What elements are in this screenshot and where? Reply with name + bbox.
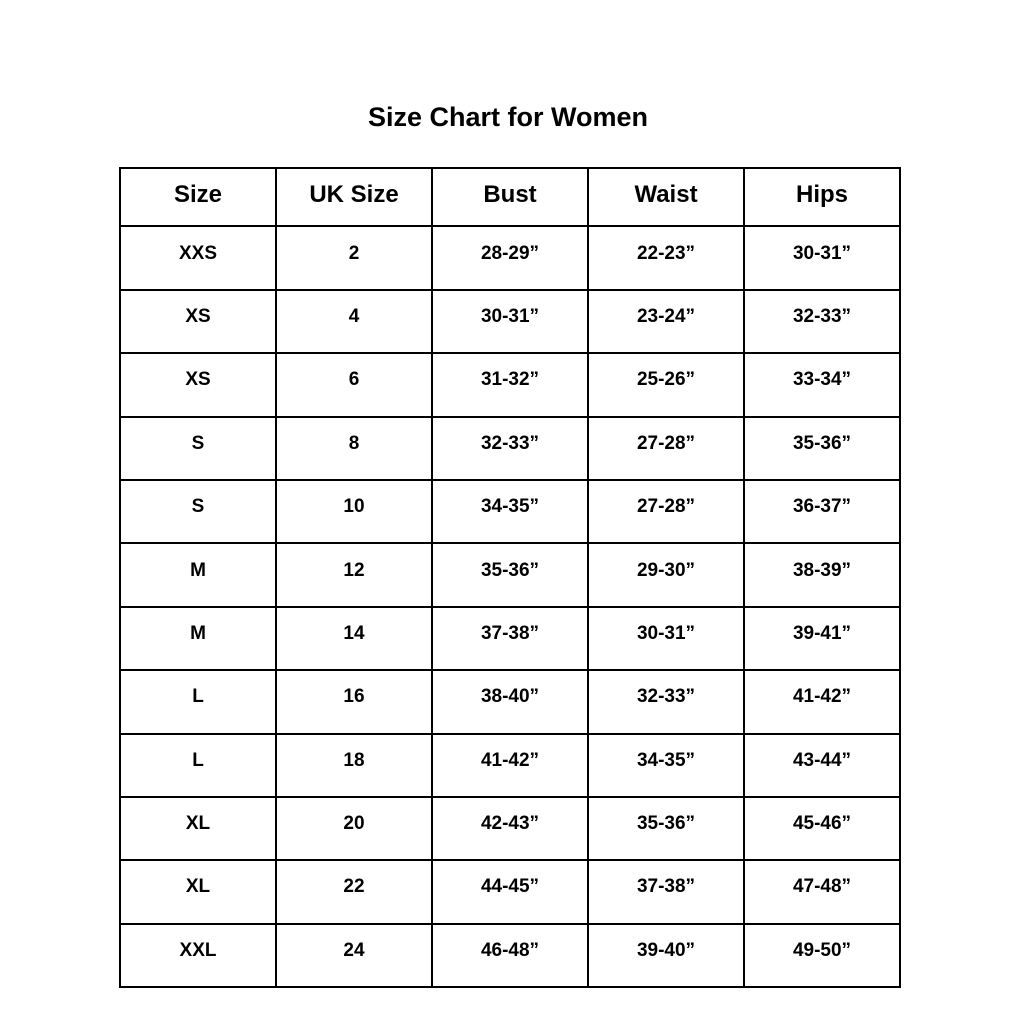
table-cell: 34-35” xyxy=(431,478,589,545)
table-cell: 32-33” xyxy=(587,669,745,735)
table-cell: XS xyxy=(119,288,277,355)
table-cell: 12 xyxy=(275,542,433,608)
table-cell: 18 xyxy=(275,732,433,798)
table-cell: 16 xyxy=(275,669,433,735)
table-cell: 45-46” xyxy=(743,795,901,862)
table-cell: 46-48” xyxy=(431,922,589,989)
page-title: Size Chart for Women xyxy=(367,102,649,132)
table-cell: 6 xyxy=(275,352,433,418)
table-cell: 42-43” xyxy=(431,795,589,862)
table-cell: XL xyxy=(119,859,277,925)
table-cell: S xyxy=(119,415,277,481)
table-header-row: Size UK Size Bust Waist Hips xyxy=(119,166,901,228)
table-cell: 35-36” xyxy=(743,415,901,481)
column-header: Size xyxy=(119,166,277,228)
table-row: XS 4 30-31” 23-24” 32-33” xyxy=(119,288,901,355)
table-cell: 22-23” xyxy=(587,225,745,291)
table-cell: 38-40” xyxy=(431,669,589,735)
table-cell: 34-35” xyxy=(587,732,745,798)
table-cell: 30-31” xyxy=(587,605,745,672)
table-cell: XL xyxy=(119,795,277,862)
table-row: XL 20 42-43” 35-36” 45-46” xyxy=(119,795,901,862)
table-cell: 33-34” xyxy=(743,352,901,418)
table-cell: XXS xyxy=(119,225,277,291)
table-cell: 41-42” xyxy=(743,669,901,735)
table-cell: 49-50” xyxy=(743,922,901,989)
table-cell: 4 xyxy=(275,288,433,355)
column-header: Waist xyxy=(587,166,745,228)
table-cell: 2 xyxy=(275,225,433,291)
table-row: XXS 2 28-29” 22-23” 30-31” xyxy=(119,225,901,291)
table-cell: 30-31” xyxy=(431,288,589,355)
table-cell: 23-24” xyxy=(587,288,745,355)
table-row: M 12 35-36” 29-30” 38-39” xyxy=(119,542,901,608)
table-row: L 16 38-40” 32-33” 41-42” xyxy=(119,669,901,735)
table-cell: 32-33” xyxy=(743,288,901,355)
table-cell: S xyxy=(119,478,277,545)
table-cell: XS xyxy=(119,352,277,418)
table-cell: 37-38” xyxy=(587,859,745,925)
table-cell: 30-31” xyxy=(743,225,901,291)
column-header: Bust xyxy=(431,166,589,228)
table-row: XS 6 31-32” 25-26” 33-34” xyxy=(119,352,901,418)
column-header: Hips xyxy=(743,166,901,228)
table-cell: 25-26” xyxy=(587,352,745,418)
table-cell: 24 xyxy=(275,922,433,989)
table-cell: 41-42” xyxy=(431,732,589,798)
table-cell: 39-40” xyxy=(587,922,745,989)
table-cell: 37-38” xyxy=(431,605,589,672)
table-row: L 18 41-42” 34-35” 43-44” xyxy=(119,732,901,798)
table-cell: 35-36” xyxy=(587,795,745,862)
table-cell: 39-41” xyxy=(743,605,901,672)
table-cell: 43-44” xyxy=(743,732,901,798)
table-row: M 14 37-38” 30-31” 39-41” xyxy=(119,605,901,672)
size-chart-table: Size UK Size Bust Waist Hips XXS 2 28-29” 22-23… xyxy=(119,166,901,989)
table-row: S 10 34-35” 27-28” 36-37” xyxy=(119,478,901,545)
table-body: XXS 2 28-29” 22-23” 30-31” XS 4 30-31” 23-24” 32-… xyxy=(119,225,901,989)
table-row: S 8 32-33” 27-28” 35-36” xyxy=(119,415,901,481)
column-header: UK Size xyxy=(275,166,433,228)
table-row: XL 22 44-45” 37-38” 47-48” xyxy=(119,859,901,925)
table-cell: 28-29” xyxy=(431,225,589,291)
table-cell: 27-28” xyxy=(587,478,745,545)
table-cell: 32-33” xyxy=(431,415,589,481)
table-cell: L xyxy=(119,732,277,798)
table-cell: 44-45” xyxy=(431,859,589,925)
table-cell: 14 xyxy=(275,605,433,672)
table-cell: M xyxy=(119,605,277,672)
table-cell: 31-32” xyxy=(431,352,589,418)
table-cell: 22 xyxy=(275,859,433,925)
table-cell: 47-48” xyxy=(743,859,901,925)
table-row: XXL 24 46-48” 39-40” 49-50” xyxy=(119,922,901,989)
table-cell: 36-37” xyxy=(743,478,901,545)
table-cell: 35-36” xyxy=(431,542,589,608)
table-cell: 27-28” xyxy=(587,415,745,481)
table-cell: XXL xyxy=(119,922,277,989)
table-cell: 20 xyxy=(275,795,433,862)
table-cell: 10 xyxy=(275,478,433,545)
table-cell: M xyxy=(119,542,277,608)
table-cell: 8 xyxy=(275,415,433,481)
table-cell: L xyxy=(119,669,277,735)
table-cell: 29-30” xyxy=(587,542,745,608)
table-cell: 38-39” xyxy=(743,542,901,608)
